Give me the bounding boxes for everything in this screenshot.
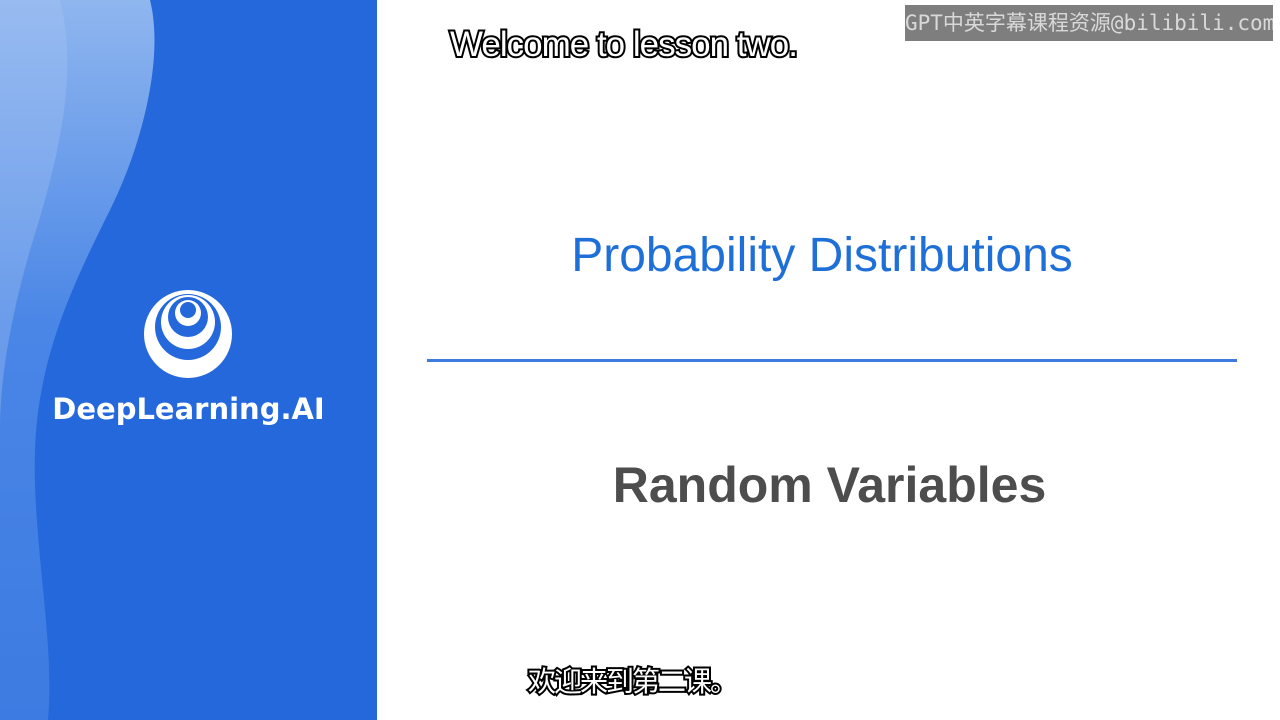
wave-background xyxy=(0,0,155,720)
course-title: Probability Distributions xyxy=(571,229,1073,282)
english-subtitle: Welcome to lesson two. xyxy=(448,23,800,66)
concentric-circles-logo-icon xyxy=(144,290,232,378)
brand-panel: DeepLearning.AI xyxy=(0,0,377,720)
brand-name: DeepLearning.AI xyxy=(52,392,325,426)
title-divider xyxy=(427,359,1237,362)
watermark-banner: GPT中英字幕课程资源@bilibili.com xyxy=(905,5,1273,41)
lesson-title: Random Variables xyxy=(612,457,1047,513)
chinese-subtitle: 欢迎来到第二课。 xyxy=(526,663,740,700)
